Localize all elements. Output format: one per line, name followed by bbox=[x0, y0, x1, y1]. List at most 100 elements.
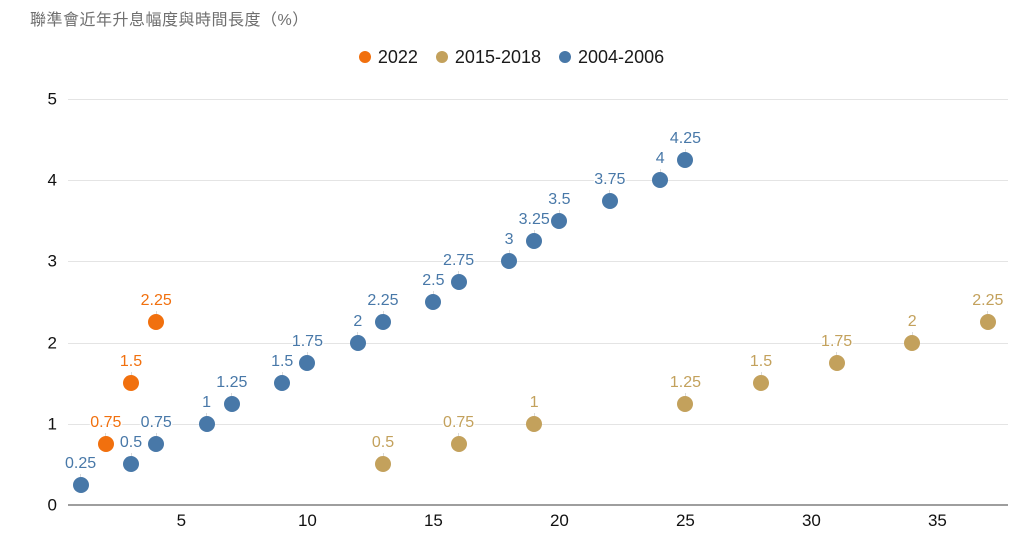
data-point-dot-2004-2006 bbox=[526, 233, 543, 250]
data-point-dot-2004-2006 bbox=[375, 314, 391, 331]
data-point-dot-2015-2018 bbox=[375, 456, 391, 473]
label-leader-line bbox=[105, 433, 107, 437]
data-point-label: 1.5 bbox=[271, 353, 294, 371]
data-point-dot-2015-2018 bbox=[450, 436, 467, 453]
data-point-label: 0.5 bbox=[371, 434, 395, 452]
label-leader-line bbox=[206, 412, 208, 416]
data-point-label: 1.5 bbox=[119, 353, 143, 371]
label-leader-line bbox=[130, 453, 132, 457]
label-leader-line bbox=[533, 412, 535, 416]
x-axis-tick-label: 20 bbox=[549, 511, 569, 530]
label-leader-line bbox=[458, 433, 460, 437]
data-point-dot-2004-2006 bbox=[123, 456, 139, 473]
label-leader-line bbox=[684, 392, 686, 396]
label-leader-line bbox=[684, 148, 686, 152]
y-axis-tick-label: 3 bbox=[47, 251, 57, 271]
label-leader-line bbox=[987, 311, 989, 315]
data-point-dot-2015-2018 bbox=[904, 334, 921, 351]
y-gridline bbox=[68, 180, 1008, 182]
data-point-label: 2.5 bbox=[422, 272, 445, 290]
label-leader-line bbox=[659, 169, 661, 173]
data-point-dot-2015-2018 bbox=[526, 415, 543, 432]
label-leader-line bbox=[155, 433, 157, 437]
label-leader-line bbox=[357, 331, 359, 335]
label-leader-line bbox=[130, 372, 132, 376]
data-point-label: 1.5 bbox=[749, 353, 773, 371]
data-point-dot-2015-2018 bbox=[677, 395, 694, 412]
x-axis-tick-label: 15 bbox=[423, 511, 443, 530]
data-point-dot-2004-2006 bbox=[349, 334, 366, 351]
y-gridline bbox=[68, 342, 1008, 344]
data-point-dot-2004-2006 bbox=[601, 192, 618, 209]
chart-title: 聯準會近年升息幅度與時間長度（%） bbox=[30, 12, 309, 29]
label-leader-line bbox=[80, 473, 82, 477]
data-point-label: 3.5 bbox=[548, 191, 571, 208]
data-point-dot-2015-2018 bbox=[979, 314, 996, 331]
data-point-label: 0.75 bbox=[443, 414, 475, 432]
data-point-label: 1.75 bbox=[821, 333, 853, 351]
data-point-dot-2004-2006 bbox=[551, 212, 568, 229]
legend-label: 2004-2006 bbox=[578, 46, 665, 67]
label-leader-line bbox=[382, 311, 384, 315]
label-leader-line bbox=[432, 291, 434, 294]
data-point-label: 1 bbox=[529, 394, 539, 411]
data-point-label: 1 bbox=[202, 394, 212, 411]
legend-item-2022: 2022 bbox=[358, 46, 418, 68]
x-axis-tick-label: 25 bbox=[675, 511, 695, 530]
data-point-label: 1.25 bbox=[216, 373, 248, 391]
data-point-label: 0.75 bbox=[140, 414, 172, 432]
data-point-label: 2.75 bbox=[443, 251, 475, 269]
label-leader-line bbox=[281, 372, 283, 376]
data-point-label: 3 bbox=[504, 231, 514, 249]
y-gridline bbox=[68, 99, 1008, 100]
y-axis-tick-label: 5 bbox=[47, 89, 57, 109]
data-point-dot-2004-2006 bbox=[274, 375, 291, 392]
data-point-dot-2004-2006 bbox=[677, 151, 694, 168]
data-point-label: 4 bbox=[655, 150, 665, 168]
label-leader-line bbox=[508, 250, 510, 254]
data-point-dot-2004-2006 bbox=[299, 354, 316, 371]
data-point-label: 0.5 bbox=[119, 434, 143, 452]
legend: 2022 2015-2018 2004-2006 bbox=[0, 45, 1023, 69]
data-point-label: 0.25 bbox=[65, 454, 97, 472]
x-axis-baseline bbox=[68, 504, 1008, 506]
legend-dot-icon bbox=[358, 51, 371, 63]
data-point-dot-2022 bbox=[148, 314, 165, 331]
legend-item-2004-2006: 2004-2006 bbox=[559, 47, 664, 68]
legend-item-2015-2018: 2015-2018 bbox=[435, 46, 542, 68]
y-axis-tick-label: 4 bbox=[47, 170, 57, 190]
label-leader-line bbox=[558, 209, 560, 213]
x-axis-tick-label: 5 bbox=[176, 511, 187, 530]
label-leader-line bbox=[155, 311, 157, 315]
data-point-dot-2004-2006 bbox=[652, 172, 669, 189]
label-leader-line bbox=[836, 351, 838, 355]
data-point-dot-2004-2006 bbox=[72, 476, 89, 493]
data-point-dot-2022 bbox=[97, 436, 114, 453]
data-point-dot-2015-2018 bbox=[753, 375, 770, 392]
label-leader-line bbox=[231, 392, 233, 396]
data-point-label: 1.75 bbox=[291, 333, 323, 351]
data-point-label: 3.25 bbox=[518, 211, 550, 229]
x-axis-tick-label: 10 bbox=[297, 511, 317, 530]
label-leader-line bbox=[911, 331, 913, 335]
data-point-dot-2004-2006 bbox=[425, 294, 442, 310]
data-point-dot-2004-2006 bbox=[450, 273, 467, 290]
data-point-dot-2015-2018 bbox=[828, 354, 845, 371]
y-axis-tick-label: 0 bbox=[47, 495, 57, 515]
data-point-dot-2004-2006 bbox=[198, 415, 215, 432]
legend-dot-icon bbox=[435, 51, 448, 63]
label-leader-line bbox=[458, 270, 460, 274]
label-leader-line bbox=[609, 189, 611, 193]
data-point-label: 2 bbox=[907, 312, 917, 330]
legend-dot-icon bbox=[559, 51, 572, 63]
data-point-label: 2.25 bbox=[140, 292, 172, 310]
label-leader-line bbox=[533, 230, 535, 234]
label-leader-line bbox=[382, 453, 384, 457]
x-axis-tick-label: 30 bbox=[801, 511, 821, 530]
data-point-label: 2.25 bbox=[367, 292, 399, 310]
x-axis-tick-label: 35 bbox=[927, 511, 947, 530]
legend-label: 2015-2018 bbox=[454, 46, 542, 67]
legend-label: 2022 bbox=[377, 46, 418, 67]
